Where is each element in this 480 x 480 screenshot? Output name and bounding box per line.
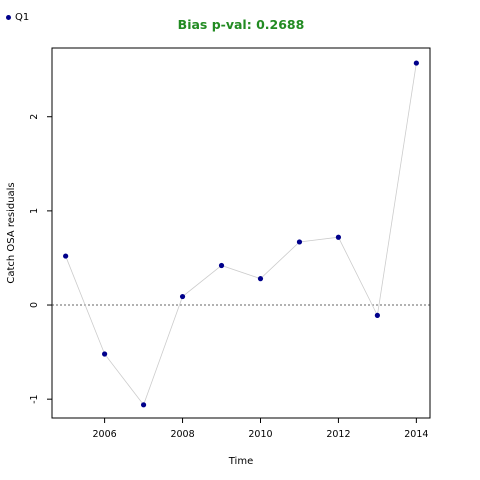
y-tick-label: 1 — [29, 208, 40, 214]
x-tick-label: 2006 — [93, 429, 117, 440]
y-tick-label: 0 — [29, 302, 40, 308]
data-point — [374, 312, 380, 318]
y-axis: -1 0 1 2 — [29, 114, 52, 404]
x-axis-label: Time — [228, 456, 253, 467]
series-line — [65, 63, 417, 406]
legend-marker-icon — [6, 15, 11, 20]
x-tick-label: 2012 — [326, 429, 350, 440]
data-point — [218, 262, 225, 269]
x-axis: 2006 2008 2010 2012 2014 — [93, 418, 428, 440]
y-axis-label: Catch OSA residuals — [6, 182, 17, 283]
x-tick-label: 2014 — [404, 429, 428, 440]
data-point — [63, 253, 69, 259]
data-point — [335, 234, 342, 240]
series-points — [63, 60, 419, 408]
legend: Q1 — [6, 12, 29, 23]
plot-frame — [51, 47, 431, 419]
data-point — [257, 276, 264, 282]
chart-title: Bias p-val: 0.2688 — [178, 17, 305, 32]
legend-label: Q1 — [15, 12, 30, 23]
x-tick-label: 2010 — [248, 429, 272, 440]
data-point — [413, 60, 419, 66]
y-tick-label: -1 — [29, 394, 40, 403]
y-tick-label: 2 — [29, 114, 40, 120]
data-point — [102, 351, 108, 357]
data-point — [140, 402, 147, 408]
data-point — [179, 293, 186, 300]
data-point — [296, 239, 303, 245]
x-tick-label: 2008 — [170, 429, 194, 440]
